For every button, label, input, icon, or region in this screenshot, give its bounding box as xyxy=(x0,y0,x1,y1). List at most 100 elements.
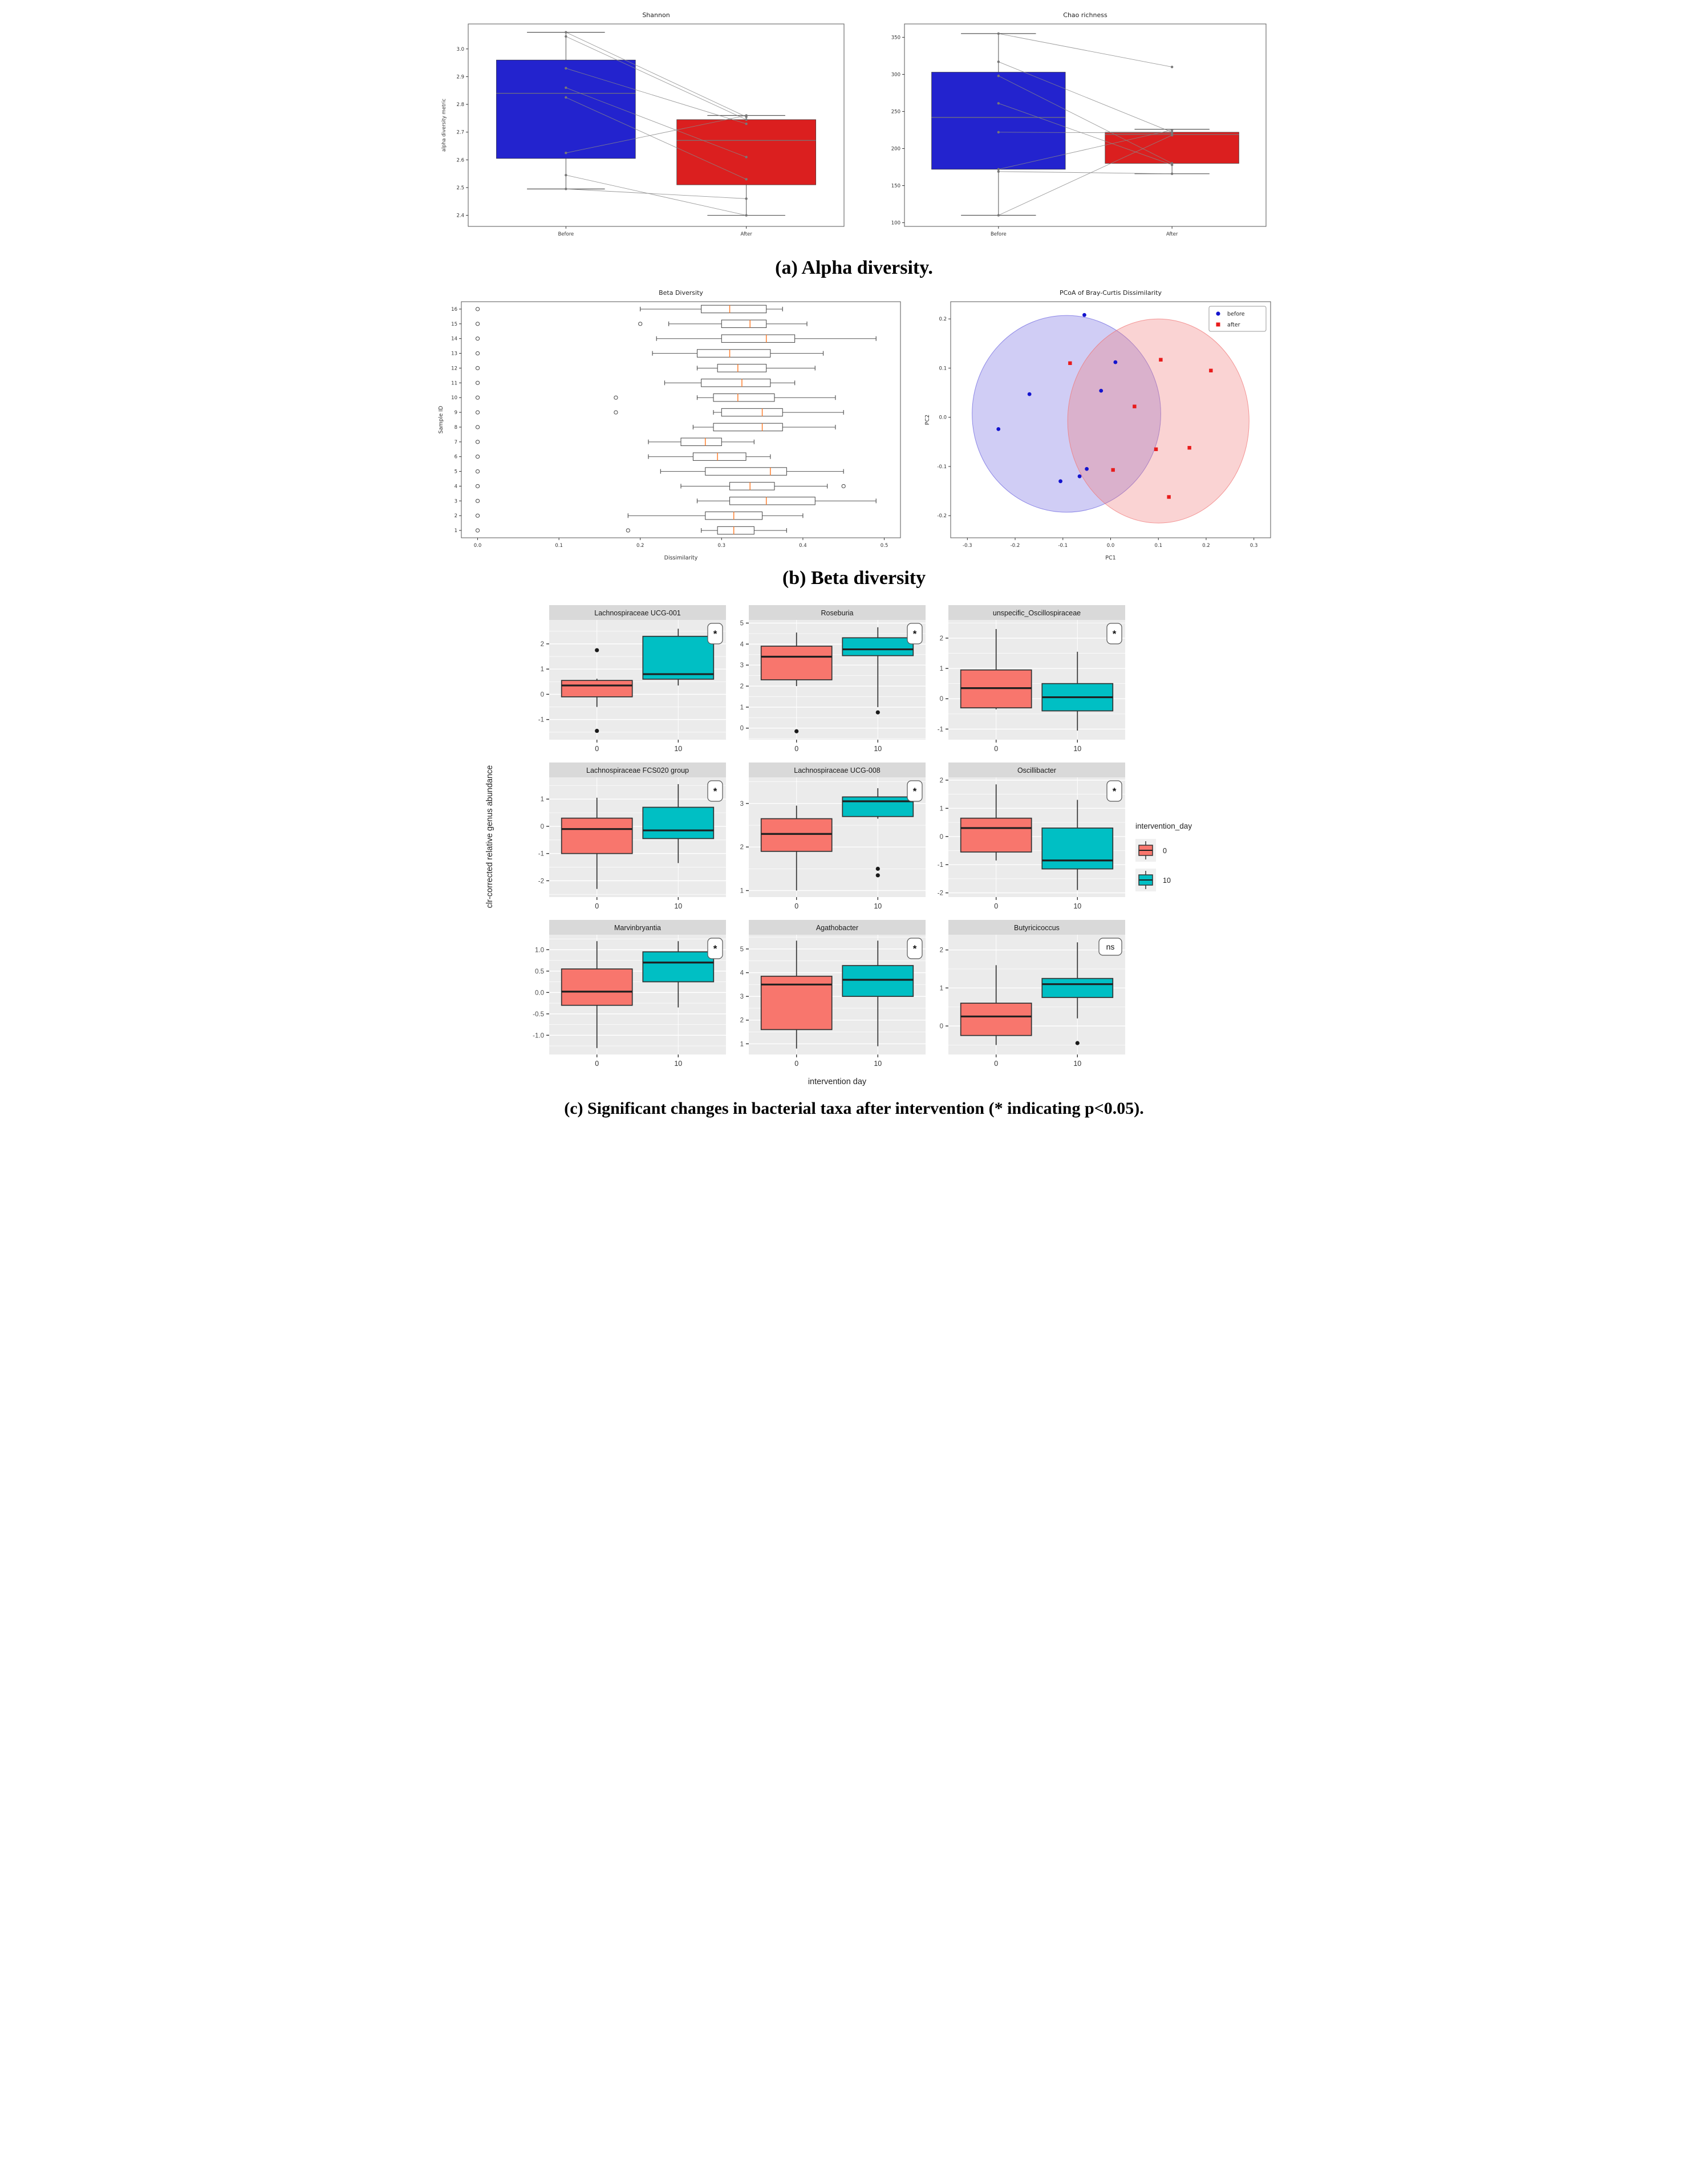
svg-text:-0.5: -0.5 xyxy=(533,1011,544,1018)
svg-text:0.1: 0.1 xyxy=(555,543,563,549)
svg-text:10: 10 xyxy=(674,745,682,753)
svg-text:0: 0 xyxy=(540,691,543,698)
svg-text:0.2: 0.2 xyxy=(939,317,947,322)
svg-text:-2: -2 xyxy=(937,890,943,897)
svg-text:4: 4 xyxy=(740,970,744,977)
svg-text:1: 1 xyxy=(939,985,943,992)
svg-text:8: 8 xyxy=(455,425,457,431)
svg-text:250: 250 xyxy=(891,109,900,115)
svg-text:0: 0 xyxy=(794,902,798,910)
svg-text:PC2: PC2 xyxy=(924,415,931,425)
svg-text:0: 0 xyxy=(939,834,943,841)
svg-text:intervention day: intervention day xyxy=(808,1077,866,1086)
svg-text:200: 200 xyxy=(891,146,900,152)
svg-text:2.5: 2.5 xyxy=(456,185,464,191)
svg-text:0: 0 xyxy=(740,725,743,732)
svg-text:1: 1 xyxy=(455,528,457,534)
svg-text:0.4: 0.4 xyxy=(799,543,807,549)
svg-text:10: 10 xyxy=(1073,745,1081,753)
svg-text:0: 0 xyxy=(595,1060,599,1068)
svg-text:16: 16 xyxy=(451,307,457,313)
svg-text:0: 0 xyxy=(1163,847,1167,855)
svg-text:-1: -1 xyxy=(538,851,543,858)
svg-text:14: 14 xyxy=(451,336,457,342)
svg-text:*: * xyxy=(713,943,717,954)
svg-text:Oscillibacter: Oscillibacter xyxy=(1017,766,1056,774)
svg-text:-1: -1 xyxy=(937,726,943,733)
svg-text:Butyricicoccus: Butyricicoccus xyxy=(1014,924,1060,932)
svg-text:0.0: 0.0 xyxy=(474,543,482,549)
svg-text:10: 10 xyxy=(1073,1060,1081,1068)
svg-text:2.6: 2.6 xyxy=(456,157,464,163)
svg-text:-2: -2 xyxy=(538,878,543,885)
svg-text:Before: Before xyxy=(558,232,574,237)
svg-text:Before: Before xyxy=(991,232,1007,237)
caption-c: (c) Significant changes in bacterial tax… xyxy=(564,1099,1144,1118)
svg-text:0.3: 0.3 xyxy=(718,543,726,549)
svg-text:3: 3 xyxy=(740,662,743,669)
svg-text:Marvinbryantia: Marvinbryantia xyxy=(614,924,661,932)
svg-text:After: After xyxy=(740,232,752,237)
svg-text:1: 1 xyxy=(939,666,943,672)
svg-text:350: 350 xyxy=(891,35,900,40)
svg-text:-0.2: -0.2 xyxy=(1011,543,1020,549)
figure-page: Shannon alpha diversity metric 2.4 2.5 2.6 2.… xyxy=(427,0,1281,1118)
svg-text:0: 0 xyxy=(994,1060,998,1068)
svg-text:2.7: 2.7 xyxy=(456,130,464,136)
caption-a: (a) Alpha diversity. xyxy=(775,257,933,278)
svg-text:intervention_day: intervention_day xyxy=(1135,822,1192,830)
svg-text:1: 1 xyxy=(939,805,943,812)
svg-text:2: 2 xyxy=(540,641,543,648)
svg-text:*: * xyxy=(912,786,916,797)
svg-text:0: 0 xyxy=(794,1060,798,1068)
svg-text:9: 9 xyxy=(455,410,457,416)
svg-text:0.0: 0.0 xyxy=(535,989,544,996)
svg-text:PC1: PC1 xyxy=(1105,555,1115,561)
svg-text:10: 10 xyxy=(874,902,882,910)
pcoa-scatter-chart: PCoA of Bray-Curtis Dissimilarity PC1 PC2 -… xyxy=(924,289,1271,561)
svg-text:0: 0 xyxy=(994,745,998,753)
svg-text:300: 300 xyxy=(891,72,900,78)
svg-text:0.2: 0.2 xyxy=(636,543,644,549)
svg-text:Lachnospiraceae UCG-001: Lachnospiraceae UCG-001 xyxy=(594,609,681,617)
svg-text:2: 2 xyxy=(939,947,943,954)
svg-text:2.4: 2.4 xyxy=(456,213,464,219)
svg-text:10: 10 xyxy=(451,395,457,401)
svg-text:1: 1 xyxy=(540,666,543,673)
svg-text:10: 10 xyxy=(874,745,882,753)
svg-text:10: 10 xyxy=(1073,902,1081,910)
svg-text:1: 1 xyxy=(740,1041,743,1048)
svg-text:clr-corrected relative genus a: clr-corrected relative genus abundance xyxy=(485,765,494,908)
svg-text:Agathobacter: Agathobacter xyxy=(816,924,858,932)
svg-text:7: 7 xyxy=(455,440,457,445)
shannon-boxplot-chart: Shannon alpha diversity metric 2.4 2.5 2.6 2.… xyxy=(441,11,845,237)
svg-text:0: 0 xyxy=(595,902,599,910)
svg-text:1: 1 xyxy=(740,704,743,711)
svg-text:12: 12 xyxy=(451,366,457,371)
svg-text:*: * xyxy=(912,628,916,639)
svg-text:150: 150 xyxy=(891,183,900,189)
alpha-diversity-row: Shannon alpha diversity metric 2.4 2.5 2.6 2.… xyxy=(427,5,1281,247)
chao-richness-boxplot-chart: Chao richness 100 150 200 250 300 350 Before Aft… xyxy=(891,11,1267,237)
svg-text:-1: -1 xyxy=(937,862,943,869)
svg-text:0: 0 xyxy=(939,696,943,703)
svg-text:0: 0 xyxy=(794,745,798,753)
svg-text:2: 2 xyxy=(939,777,943,784)
svg-text:15: 15 xyxy=(451,322,457,327)
svg-text:-0.1: -0.1 xyxy=(1058,543,1068,549)
svg-text:3: 3 xyxy=(740,993,743,1000)
svg-text:3: 3 xyxy=(740,801,743,808)
svg-text:2.9: 2.9 xyxy=(456,74,464,80)
svg-text:0.2: 0.2 xyxy=(1202,543,1210,549)
svg-text:Dissimilarity: Dissimilarity xyxy=(664,555,698,561)
svg-text:*: * xyxy=(1112,628,1116,639)
svg-text:Roseburia: Roseburia xyxy=(821,609,853,617)
caption-b: (b) Beta diversity xyxy=(782,567,926,589)
svg-text:-0.1: -0.1 xyxy=(937,464,947,470)
svg-text:0: 0 xyxy=(540,824,543,830)
svg-text:1.0: 1.0 xyxy=(535,947,544,954)
svg-text:1: 1 xyxy=(740,888,743,895)
svg-text:11: 11 xyxy=(451,380,457,386)
svg-text:Lachnospiraceae UCG-008: Lachnospiraceae UCG-008 xyxy=(794,766,881,774)
